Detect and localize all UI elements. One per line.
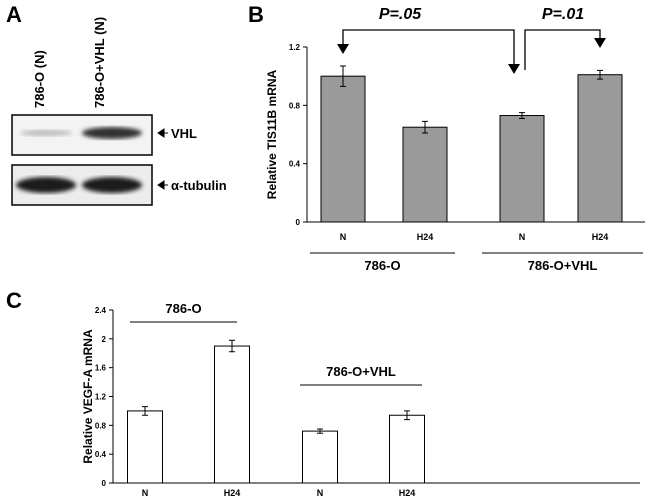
y-tick-label: 0 bbox=[296, 218, 301, 227]
bar bbox=[389, 414, 425, 484]
x-tick-label: N bbox=[317, 488, 324, 498]
bracket bbox=[342, 29, 601, 70]
y-tick-label: 0.4 bbox=[95, 450, 107, 459]
y-tick-label: 0 bbox=[102, 479, 107, 488]
y-tick-label: 0.4 bbox=[289, 160, 301, 169]
band-label: VHL bbox=[171, 126, 197, 141]
x-tick-label: N bbox=[142, 488, 149, 498]
bar bbox=[320, 75, 366, 223]
y-tick-label: 0.8 bbox=[95, 421, 107, 430]
x-tick-label: H24 bbox=[224, 488, 241, 498]
error-bar bbox=[519, 112, 525, 119]
arrowhead bbox=[337, 38, 606, 74]
error-bar bbox=[340, 65, 346, 87]
bar bbox=[127, 410, 163, 484]
bar bbox=[214, 345, 250, 484]
group-label: 786-O bbox=[364, 258, 400, 273]
lane-label: 786-O+VHL (N) bbox=[92, 17, 107, 108]
x-tick-label: N bbox=[519, 232, 526, 242]
lane-label: 786-O (N) bbox=[32, 50, 47, 108]
y-tick-label: 0.8 bbox=[289, 101, 301, 110]
band bbox=[82, 127, 142, 139]
y-tick-label: 1.6 bbox=[95, 364, 107, 373]
error-bar bbox=[404, 410, 410, 421]
band-label: α-tubulin bbox=[171, 178, 227, 193]
x-tick-label: H24 bbox=[399, 488, 416, 498]
group-label: 786-O+VHL bbox=[528, 258, 598, 273]
y-axis-label: Relative TIS11B mRNA bbox=[265, 69, 279, 199]
band bbox=[82, 177, 142, 193]
arrow bbox=[157, 180, 168, 190]
group-label: 786-O bbox=[165, 301, 201, 316]
panel-label: A bbox=[6, 2, 22, 27]
y-tick-label: 2 bbox=[102, 335, 107, 344]
annotation: P=.05 bbox=[379, 6, 422, 23]
bar bbox=[499, 115, 545, 223]
error-bar bbox=[422, 120, 428, 134]
band bbox=[16, 177, 76, 193]
bar bbox=[402, 126, 448, 223]
error-bar bbox=[229, 339, 235, 353]
bar bbox=[577, 74, 623, 223]
x-tick-label: H24 bbox=[592, 232, 609, 242]
group-label: 786-O+VHL bbox=[326, 364, 396, 379]
panel-label: B bbox=[248, 2, 264, 27]
y-tick-label: 1.2 bbox=[95, 393, 107, 402]
y-tick-label: 1.2 bbox=[289, 43, 301, 52]
panel-label: C bbox=[6, 288, 22, 313]
error-bar bbox=[597, 69, 603, 80]
x-tick-label: H24 bbox=[417, 232, 434, 242]
band bbox=[20, 130, 72, 136]
arrow bbox=[157, 128, 168, 138]
bar bbox=[302, 430, 338, 484]
y-axis-label: Relative VEGF-A mRNA bbox=[81, 329, 95, 464]
y-tick-label: 2.4 bbox=[95, 306, 107, 315]
error-bar bbox=[317, 428, 323, 434]
annotation: P=.01 bbox=[542, 6, 584, 23]
error-bar bbox=[142, 406, 148, 416]
x-tick-label: N bbox=[340, 232, 347, 242]
